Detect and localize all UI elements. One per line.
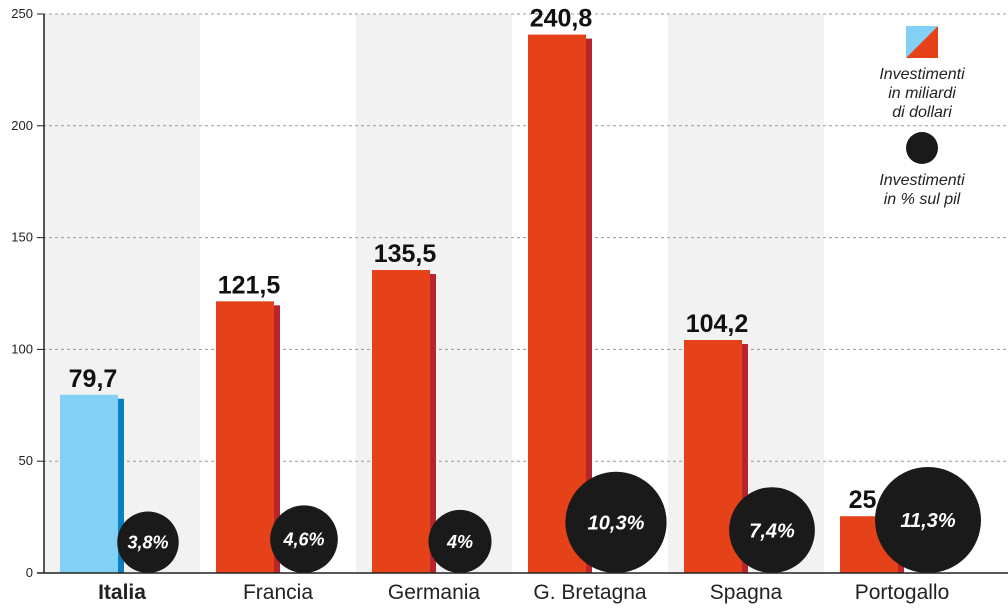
y-tick-label: 0: [26, 565, 33, 580]
bar-value-label: 104,2: [686, 310, 749, 338]
bar-shadow: [274, 305, 280, 573]
pct-circle: [428, 509, 492, 573]
legend-label: Investimenti: [879, 172, 965, 189]
bar-shadow: [430, 274, 436, 573]
x-axis: Italia Francia Germania G. Bretagna Spagna Po…: [37, 572, 1008, 604]
bar-value-label: 240,8: [530, 5, 593, 33]
bar: [528, 34, 586, 573]
x-category-label: Italia: [98, 581, 146, 604]
bar: [372, 270, 430, 573]
pct-circle-label: 4%: [446, 532, 473, 552]
pct-circle-label: 3,8%: [127, 533, 168, 553]
legend-circle-icon: [906, 132, 938, 164]
pct-circle: [117, 511, 179, 573]
legend-label: in % sul pil: [884, 191, 961, 208]
x-category-label: G. Bretagna: [533, 581, 647, 604]
pct-circle-label: 10,3%: [588, 513, 645, 535]
pct-circle: [729, 487, 815, 573]
y-tick-label: 250: [11, 6, 33, 21]
pct-circle: [565, 471, 667, 573]
bar-value-label: 121,5: [218, 271, 281, 299]
x-category-label: Germania: [388, 581, 481, 604]
bar: [216, 301, 274, 573]
pct-circle: [270, 505, 338, 573]
y-tick-label: 200: [11, 118, 33, 133]
legend-label: di dollari: [892, 104, 952, 121]
y-tick-label: 150: [11, 230, 33, 245]
legend-label: Investimenti: [879, 66, 965, 83]
y-tick-label: 50: [19, 453, 33, 468]
pct-circle-label: 11,3%: [900, 510, 955, 532]
bar: [60, 394, 118, 573]
bar-shadow: [586, 38, 592, 573]
pct-circle-label: 7,4%: [749, 520, 795, 542]
bar-shadow: [118, 398, 124, 573]
legend-square-icon: [906, 26, 938, 58]
pct-circles: 3,8% 4,6% 4% 10,3% 7,4% 11,3%: [117, 467, 981, 573]
y-axis: 0 50 100 150 200 250: [11, 6, 45, 580]
pct-circle-label: 4,6%: [282, 530, 324, 550]
legend: Investimenti in miliardi di dollari Investi…: [879, 26, 965, 208]
x-category-label: Spagna: [710, 581, 783, 604]
x-category-label: Portogallo: [855, 581, 950, 604]
bar-value-label: 79,7: [69, 365, 118, 393]
pct-circle: [875, 467, 981, 573]
x-category-label: Francia: [243, 581, 313, 604]
y-tick-label: 100: [11, 341, 33, 356]
legend-label: in miliardi: [888, 85, 956, 102]
bar-value-label: 135,5: [374, 240, 437, 268]
bar-shadow: [742, 344, 748, 573]
